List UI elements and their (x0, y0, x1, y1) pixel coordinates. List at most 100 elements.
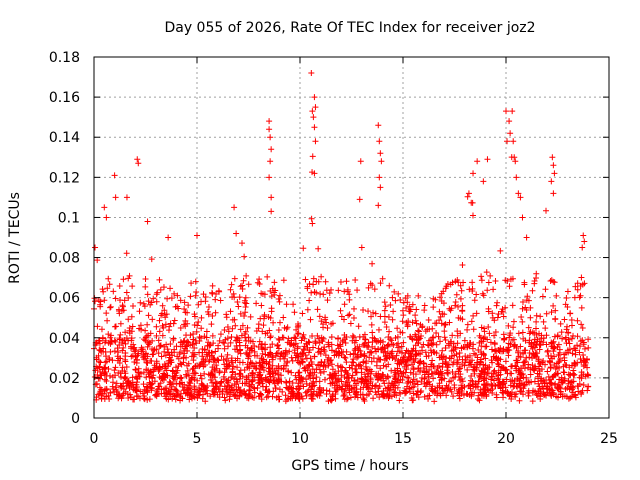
data-point (361, 342, 368, 349)
data-point (352, 276, 359, 283)
data-point (343, 278, 350, 285)
data-point (251, 385, 258, 392)
data-point (267, 333, 274, 340)
data-point (511, 391, 518, 398)
data-point (382, 303, 389, 310)
data-point (133, 392, 140, 399)
data-point (271, 291, 278, 298)
data-point (392, 356, 399, 363)
data-point (488, 381, 495, 388)
data-point (300, 245, 307, 252)
data-point (145, 340, 152, 347)
data-point (377, 356, 384, 363)
data-point (272, 352, 279, 359)
data-point (547, 390, 554, 397)
data-point (148, 384, 155, 391)
data-point (280, 277, 287, 284)
data-point (180, 347, 187, 354)
data-point (386, 282, 393, 289)
data-point (322, 278, 329, 285)
data-point (439, 310, 446, 317)
data-point (240, 277, 247, 284)
data-point (446, 319, 453, 326)
data-point-peak (511, 154, 518, 161)
data-point (165, 396, 172, 403)
data-point (387, 336, 394, 343)
data-point (162, 374, 169, 381)
data-point (144, 321, 151, 328)
data-point (492, 355, 499, 362)
data-point (271, 367, 278, 374)
data-point (562, 336, 569, 343)
data-point (342, 355, 349, 362)
data-point-peak (123, 194, 130, 201)
data-point (429, 341, 436, 348)
data-point (411, 380, 418, 387)
data-point (185, 339, 192, 346)
data-point (478, 348, 485, 355)
data-point (478, 273, 485, 280)
data-point (392, 369, 399, 376)
data-point (476, 374, 483, 381)
data-point (351, 339, 358, 346)
data-point (535, 380, 542, 387)
data-point (384, 384, 391, 391)
data-point (116, 283, 123, 290)
data-point (309, 372, 316, 379)
data-point-peak (509, 108, 516, 115)
data-point (401, 387, 408, 394)
data-point (395, 340, 402, 347)
data-point (341, 354, 348, 361)
data-point (236, 370, 243, 377)
data-point (548, 309, 555, 316)
data-point (307, 316, 314, 323)
data-point (239, 240, 246, 247)
data-point (391, 288, 398, 295)
data-point (585, 383, 592, 390)
data-point (168, 295, 175, 302)
data-point (521, 365, 528, 372)
data-point (159, 332, 166, 339)
data-point (136, 308, 143, 315)
data-point (437, 390, 444, 397)
data-point (355, 363, 362, 370)
x-tick-label: 20 (497, 431, 515, 447)
data-point (509, 337, 516, 344)
data-point (304, 285, 311, 292)
data-point (130, 345, 137, 352)
data-point (275, 295, 282, 302)
data-point (469, 389, 476, 396)
data-point (188, 280, 195, 287)
data-point (384, 373, 391, 380)
data-point (572, 283, 579, 290)
data-point-peak (517, 194, 524, 201)
data-point (543, 207, 550, 214)
data-point-peak (267, 158, 274, 165)
data-point (196, 333, 203, 340)
data-point (426, 381, 433, 388)
data-point (315, 335, 322, 342)
data-point (129, 283, 136, 290)
data-point (338, 368, 345, 375)
data-point (410, 397, 417, 404)
data-point (406, 350, 413, 357)
data-point (212, 348, 219, 355)
data-point (257, 366, 264, 373)
data-point (264, 389, 271, 396)
data-point (125, 295, 132, 302)
data-point (94, 323, 101, 330)
data-point (334, 362, 341, 369)
data-point (434, 392, 441, 399)
data-point (477, 386, 484, 393)
data-point (373, 373, 380, 380)
data-point (228, 355, 235, 362)
data-point (412, 347, 419, 354)
data-point (459, 262, 466, 269)
data-point (329, 366, 336, 373)
data-point (446, 378, 453, 385)
data-point (505, 322, 512, 329)
data-point-peak (376, 138, 383, 145)
data-point (375, 326, 382, 333)
data-point (568, 335, 575, 342)
data-point (258, 340, 265, 347)
